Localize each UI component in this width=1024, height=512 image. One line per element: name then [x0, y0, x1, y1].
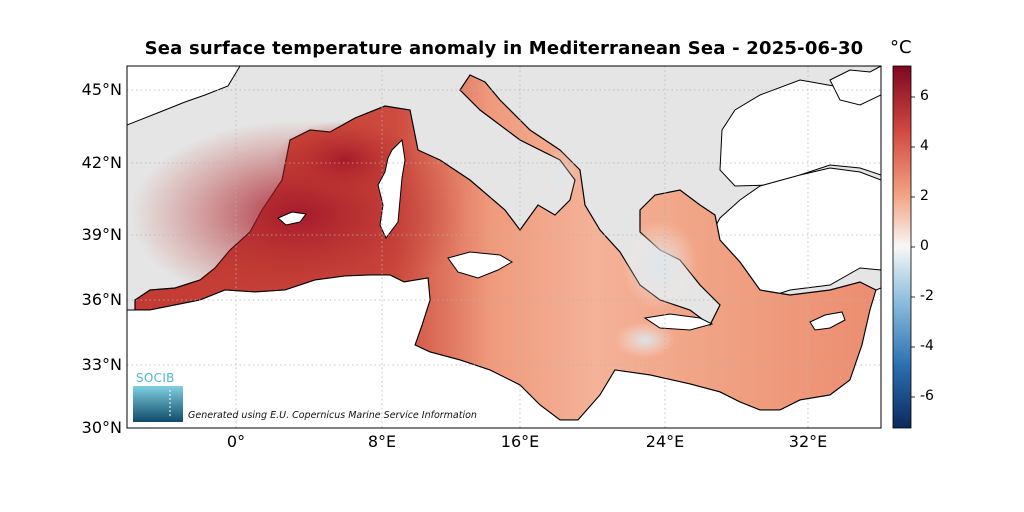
lat-tick-label: 36°N [81, 290, 122, 309]
lat-tick-label: 45°N [81, 80, 122, 99]
land-europe-west [127, 66, 241, 126]
lat-tick-label: 33°N [81, 355, 122, 374]
colorbar-tick-label: 6 [920, 88, 929, 104]
chart-title: Sea surface temperature anomaly in Medit… [144, 38, 864, 59]
colorbar-tick-label: -2 [920, 288, 934, 304]
colorbar-unit: °C [890, 37, 912, 58]
lon-tick-label: 0° [226, 432, 246, 451]
warm-anomaly-ligurian [275, 120, 415, 200]
colorbar-tick-label: 0 [920, 238, 929, 254]
cool-anomaly-aegean [622, 220, 698, 310]
lon-tick-label: 8°E [367, 432, 397, 451]
colorbar [892, 65, 912, 429]
island-cyprus [809, 311, 846, 331]
island-corsica-sardinia [377, 138, 406, 239]
land-black-sea-coast [829, 66, 881, 106]
cool-anomaly-adriatic [540, 147, 580, 203]
colorbar-tick-label: 4 [920, 138, 929, 154]
island-sicily [447, 251, 513, 279]
logo-graphic [133, 386, 183, 422]
attribution-caption: Generated using E.U. Copernicus Marine S… [188, 410, 477, 421]
plot-frame [126, 65, 882, 429]
cool-anomaly-crete [615, 322, 675, 358]
socib-logo: SOCIB [133, 371, 183, 422]
land-north-africa [127, 274, 881, 428]
lat-tick-label: 42°N [81, 153, 122, 172]
colorbar-ticks [911, 96, 915, 398]
lat-tick-label: 39°N [81, 225, 122, 244]
lat-tick-label: 30°N [81, 418, 122, 437]
logo-text: SOCIB [136, 371, 175, 385]
lon-tick-label: 32°E [788, 432, 828, 451]
colorbar-tick-label: -6 [920, 388, 934, 404]
gridlines [127, 66, 881, 428]
island-crete [643, 313, 714, 331]
colorbar-tick-label: 2 [920, 188, 929, 204]
lon-tick-label: 16°E [500, 432, 540, 451]
island-baleares [277, 211, 307, 226]
colorbar-tick-label: -4 [920, 338, 934, 354]
lon-tick-label: 24°E [645, 432, 685, 451]
